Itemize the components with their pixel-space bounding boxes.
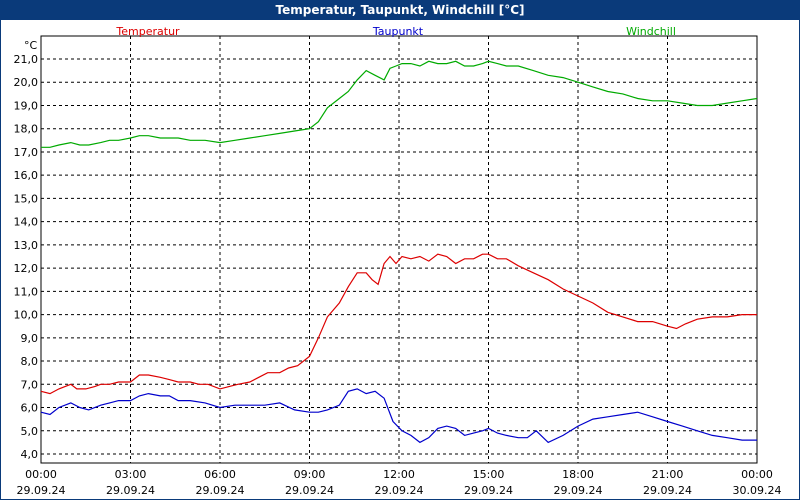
y-tick-label: 11,0 [14, 285, 39, 298]
legend: Temperatur Taupunkt Windchill [115, 25, 676, 38]
x-tick-time: 21:00 [652, 468, 684, 481]
y-tick-label: 6,0 [21, 402, 39, 415]
grid [40, 35, 758, 464]
x-tick-date: 30.09.24 [733, 484, 782, 497]
y-tick-label: 20,0 [14, 76, 39, 89]
x-tick-date: 29.09.24 [375, 484, 424, 497]
x-tick-time: 00:00 [741, 468, 773, 481]
x-tick-time: 06:00 [204, 468, 236, 481]
y-tick-label: 17,0 [14, 146, 39, 159]
y-tick-label: 18,0 [14, 123, 39, 136]
y-tick-label: 5,0 [21, 425, 39, 438]
legend-temperatur: Temperatur [115, 25, 180, 38]
series-line-temperatur [40, 253, 757, 395]
series-group [40, 60, 758, 444]
x-tick-date: 29.09.24 [106, 484, 155, 497]
chart-title: Temperatur, Taupunkt, Windchill [°C] [0, 0, 800, 20]
y-tick-label: 21,0 [14, 53, 39, 66]
legend-windchill: Windchill [626, 25, 676, 38]
x-tick-date: 29.09.24 [285, 484, 334, 497]
y-tick-label: 7,0 [21, 378, 39, 391]
y-tick-label: 4,0 [21, 448, 39, 461]
x-tick-time: 18:00 [562, 468, 594, 481]
x-tick-time: 09:00 [294, 468, 326, 481]
x-tick-time: 00:00 [25, 468, 57, 481]
y-tick-label: 15,0 [14, 192, 39, 205]
y-tick-label: 9,0 [21, 332, 39, 345]
x-tick-date: 29.09.24 [554, 484, 603, 497]
y-tick-label: 16,0 [14, 169, 39, 182]
x-tick-time: 03:00 [115, 468, 147, 481]
y-axis-ticks: 4,0 5,0 6,0 7,0 8,0 9,0 10,0 11,0 12,0 13,0 14,0 15… [14, 53, 39, 461]
x-tick-time: 12:00 [383, 468, 415, 481]
series-line-taupunkt [40, 388, 757, 444]
y-tick-label: 14,0 [14, 216, 39, 229]
y-tick-label: 13,0 [14, 239, 39, 252]
x-tick-date: 29.09.24 [464, 484, 513, 497]
x-tick-date: 29.09.24 [643, 484, 692, 497]
series-line-windchill [41, 60, 758, 148]
y-tick-label: 8,0 [21, 355, 39, 368]
legend-taupunkt: Taupunkt [372, 25, 424, 38]
y-tick-label: 10,0 [14, 309, 39, 322]
y-tick-label: 12,0 [14, 262, 39, 275]
x-tick-time: 15:00 [473, 468, 505, 481]
x-tick-date: 29.09.24 [196, 484, 245, 497]
y-tick-label: 19,0 [14, 99, 39, 112]
x-tick-date: 29.09.24 [17, 484, 66, 497]
x-axis-ticks: 00:00 29.09.24 03:00 29.09.24 06:00 29.09.24 0… [17, 468, 782, 497]
y-axis-label: °C [24, 39, 38, 52]
